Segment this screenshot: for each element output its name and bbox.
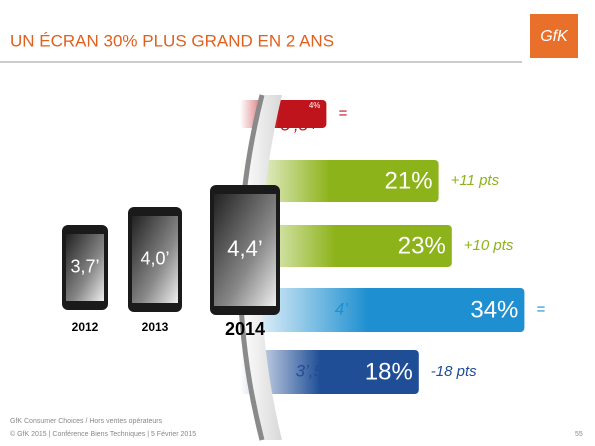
year: 2014 bbox=[225, 319, 265, 339]
category-label: 4’ bbox=[335, 299, 348, 318]
category-label: 3’,5 bbox=[296, 361, 324, 380]
logo: GfK bbox=[540, 28, 569, 45]
phones: 3,7’ 2012 4,0’ 2013 4,4’ 2014 bbox=[62, 185, 280, 339]
bar bbox=[240, 225, 452, 267]
change-label: +11 pts bbox=[451, 172, 500, 189]
change-label: +10 pts bbox=[464, 237, 514, 254]
category-label: 5’,5+ bbox=[281, 115, 318, 134]
footer-source: GfK Consumer Choices / Hors ventes opéra… bbox=[10, 418, 163, 425]
change-label: = bbox=[536, 301, 545, 318]
value-label: 4% bbox=[309, 101, 321, 110]
bar bbox=[240, 350, 419, 394]
change-label: -18 pts bbox=[431, 363, 477, 380]
phone-screen bbox=[66, 234, 104, 301]
phone-screen bbox=[214, 194, 276, 306]
year: 2013 bbox=[142, 320, 169, 334]
phone-screen bbox=[132, 216, 178, 303]
title: UN ÉCRAN 30% PLUS GRAND EN 2 ANS bbox=[10, 31, 334, 50]
labels: 4% 5’,5+ = 21% 5’,0 +11 pts 23% 4’,5 +10 pts 34% 4… bbox=[281, 101, 546, 385]
value-label: 23% bbox=[398, 232, 446, 259]
category-label: 4’,5 bbox=[341, 235, 369, 254]
change-label: = bbox=[338, 105, 347, 122]
category-label: 5’,0 bbox=[328, 170, 356, 189]
bar bbox=[240, 160, 439, 202]
bar bbox=[240, 288, 525, 332]
value-label: 21% bbox=[385, 167, 433, 194]
logo-box bbox=[530, 14, 578, 58]
year: 2012 bbox=[72, 320, 99, 334]
page-number: 55 bbox=[575, 431, 583, 438]
screen-size: 4,4’ bbox=[227, 236, 262, 261]
screen-size: 4,0’ bbox=[140, 248, 169, 268]
value-label: 18% bbox=[365, 358, 413, 385]
value-label: 34% bbox=[470, 296, 518, 323]
footer-copyright: © GfK 2015 | Conférence Biens Techniques… bbox=[10, 430, 196, 438]
screen-size: 3,7’ bbox=[70, 256, 99, 276]
